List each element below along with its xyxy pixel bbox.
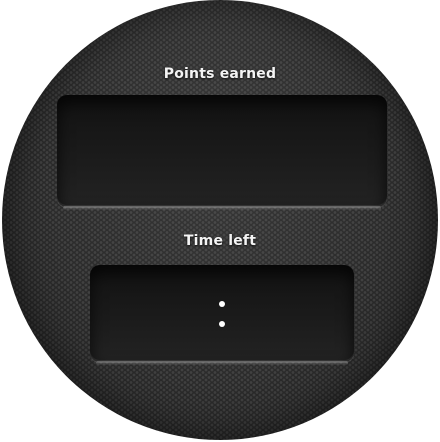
colon-dot-bottom (219, 320, 225, 327)
colon-dot-top (219, 300, 225, 307)
time-colon-separator (218, 300, 226, 327)
points-earned-label: Points earned (163, 66, 277, 82)
time-panel (90, 265, 354, 365)
time-minutes (90, 265, 211, 362)
points-value (57, 95, 387, 207)
time-seconds (233, 265, 354, 362)
time-left-label: Time left (183, 233, 257, 249)
points-panel (57, 95, 387, 210)
